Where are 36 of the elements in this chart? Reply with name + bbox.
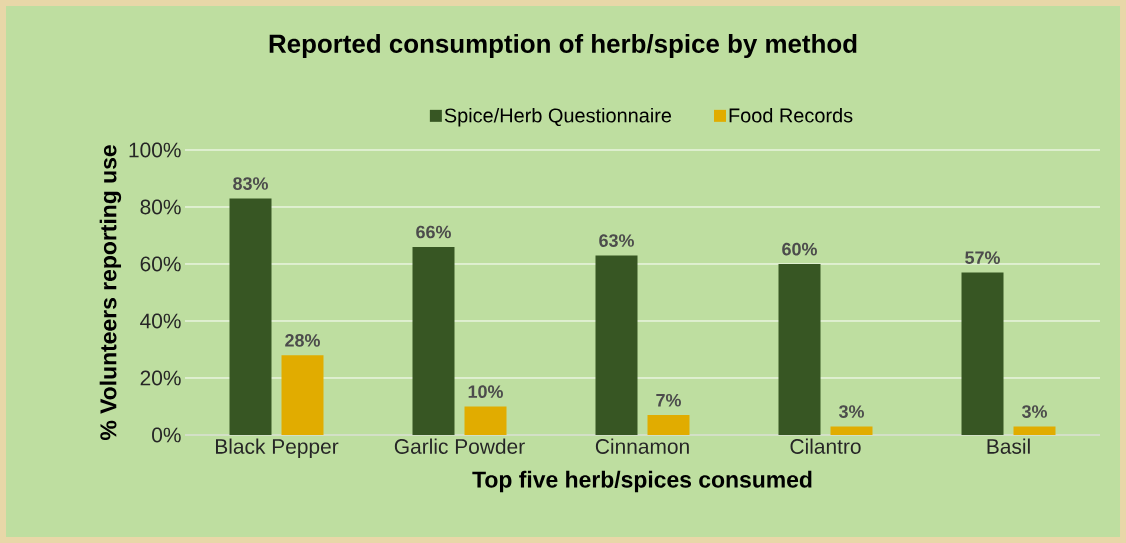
- x-axis-title: Top five herb/spices consumed: [472, 470, 812, 493]
- bar: [281, 355, 324, 435]
- chart-title: Reported consumption of herb/spice by method: [269, 33, 857, 59]
- bar: [778, 264, 821, 435]
- y-tick-label: 60%: [140, 256, 181, 272]
- data-label: 28%: [285, 333, 320, 347]
- data-label: 3%: [838, 405, 864, 418]
- data-label: 10%: [468, 385, 503, 398]
- y-tick-label: 20%: [140, 370, 181, 386]
- y-tick-label: 80%: [140, 199, 181, 215]
- x-tick-label: Cilantro: [790, 438, 861, 454]
- y-axis-title: % Volunteers reporting use: [99, 145, 122, 441]
- bar: [412, 246, 455, 435]
- data-label: 7%: [656, 393, 681, 407]
- data-label: 57%: [965, 251, 1000, 265]
- bar: [830, 426, 873, 435]
- legend-label: Spice/Herb Questionnaire: [444, 107, 672, 127]
- data-label: 3%: [1021, 405, 1047, 418]
- bar: [1013, 426, 1056, 435]
- x-tick-label: Basil: [987, 438, 1030, 454]
- data-label: 60%: [782, 242, 817, 256]
- data-label: 63%: [599, 234, 634, 247]
- y-tick-label: 100%: [129, 142, 181, 158]
- data-label: 66%: [416, 225, 451, 239]
- x-tick-label: Black Pepper: [216, 438, 339, 459]
- data-label: 83%: [233, 177, 268, 190]
- bar: [595, 255, 638, 435]
- bar: [464, 406, 507, 435]
- y-tick-label: 40%: [140, 313, 181, 329]
- x-tick-label: Cinnamon: [595, 438, 689, 454]
- y-tick-label: 0%: [152, 427, 181, 443]
- bar: [647, 415, 690, 435]
- legend-label: Food Records: [729, 107, 853, 123]
- x-tick-label: Garlic Powder: [394, 438, 525, 454]
- bar: [961, 272, 1004, 435]
- bar: [229, 198, 272, 435]
